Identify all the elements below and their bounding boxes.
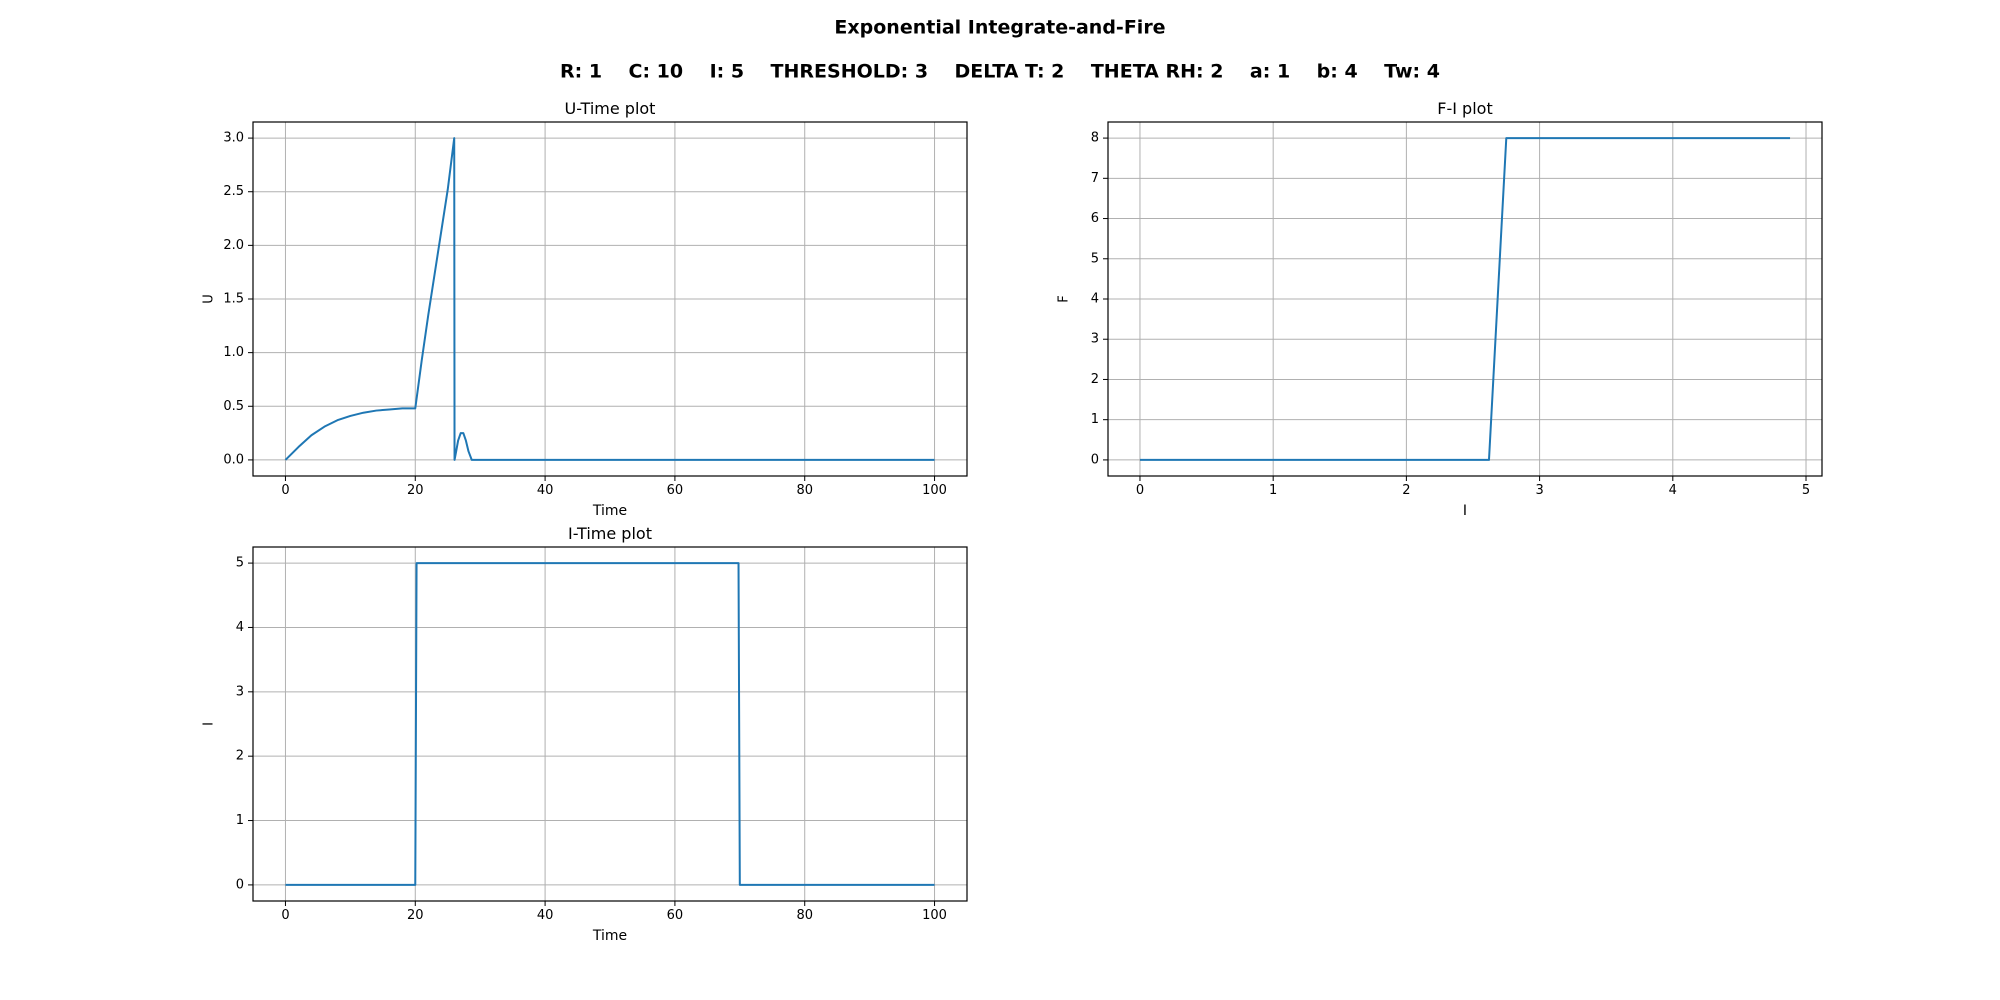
u-time-y-tick-label: 3.0	[223, 131, 244, 146]
f-i-y-axis-label: F	[1057, 295, 1072, 302]
i-time-chart: 0 20 40 60 80 100 0 1 2 3 4 5 I-Time plot Time I	[202, 524, 968, 944]
i-time-y-tick-label: 2	[236, 749, 244, 764]
f-i-x-axis-label: I	[1463, 503, 1467, 519]
f-i-y-tick-label: 3	[1091, 332, 1099, 347]
figure-title: Exponential Integrate-and-Fire	[834, 17, 1165, 39]
f-i-chart-title: F-I plot	[1437, 99, 1492, 118]
f-i-x-tick-label: 0	[1136, 483, 1144, 498]
u-time-chart-title: U-Time plot	[565, 99, 656, 118]
f-i-series-line	[1139, 137, 1791, 461]
f-i-y-tick-label: 1	[1091, 412, 1099, 427]
i-time-y-tick-label: 1	[236, 813, 244, 828]
i-time-y-axis-label: I	[202, 722, 217, 726]
f-i-x-tick-label: 3	[1535, 483, 1543, 498]
i-time-y-tick-label: 5	[236, 556, 244, 571]
f-i-y-tick-label: 7	[1091, 171, 1099, 186]
i-time-x-tick-label: 40	[537, 908, 554, 923]
u-time-x-tick-label: 20	[407, 483, 424, 498]
u-time-y-tick-label: 0.5	[223, 399, 244, 414]
u-time-x-tick-label: 100	[922, 483, 947, 498]
i-time-chart-title: I-Time plot	[568, 524, 652, 543]
f-i-x-tick-label: 1	[1269, 483, 1277, 498]
u-time-x-tick-label: 40	[537, 483, 554, 498]
figure-subtitle: R: 1 C: 10 I: 5 THRESHOLD: 3 DELTA T: 2 …	[560, 61, 1440, 83]
f-i-x-tick-label: 5	[1802, 483, 1810, 498]
i-time-x-tick-label: 0	[281, 908, 289, 923]
i-time-y-tick-label: 4	[236, 620, 244, 635]
u-time-y-tick-label: 1.5	[223, 292, 244, 307]
f-i-x-tick-label: 4	[1669, 483, 1677, 498]
i-time-x-tick-label: 60	[667, 908, 684, 923]
f-i-y-tick-label: 4	[1091, 292, 1099, 307]
i-time-y-tick-label: 0	[236, 877, 244, 892]
f-i-y-tick-label: 0	[1091, 452, 1099, 467]
i-time-series-line	[285, 562, 935, 886]
u-time-chart: 0 20 40 60 80 100 0.0 0.5 1.0 1.5 2.0 2.5 3.0 U-Time …	[202, 99, 968, 519]
u-time-x-tick-label: 80	[796, 483, 813, 498]
u-time-y-axis-label: U	[202, 294, 217, 304]
u-time-x-tick-label: 60	[667, 483, 684, 498]
f-i-y-tick-label: 8	[1091, 131, 1099, 146]
i-time-x-axis-label: Time	[592, 928, 627, 944]
i-time-plot-area	[253, 547, 967, 901]
u-time-series-line	[284, 137, 935, 461]
i-time-y-tick-label: 3	[236, 684, 244, 699]
f-i-chart: 0 1 2 3 4 5 0 1 2 3 4 5 6 7 8 F-I plot I F	[1057, 99, 1823, 519]
u-time-y-tick-label: 1.0	[223, 345, 244, 360]
u-time-y-tick-label: 2.5	[223, 184, 244, 199]
u-time-x-axis-label: Time	[592, 503, 627, 519]
f-i-x-tick-label: 2	[1402, 483, 1410, 498]
f-i-y-tick-label: 2	[1091, 372, 1099, 387]
i-time-x-tick-label: 20	[407, 908, 424, 923]
i-time-axes-frame	[252, 546, 968, 902]
i-time-x-tick-label: 100	[922, 908, 947, 923]
u-time-x-tick-label: 0	[281, 483, 289, 498]
f-i-y-tick-label: 5	[1091, 251, 1099, 266]
u-time-y-tick-label: 0.0	[223, 452, 244, 467]
f-i-y-tick-label: 6	[1091, 211, 1099, 226]
u-time-y-tick-label: 2.0	[223, 238, 244, 253]
i-time-x-tick-label: 80	[796, 908, 813, 923]
